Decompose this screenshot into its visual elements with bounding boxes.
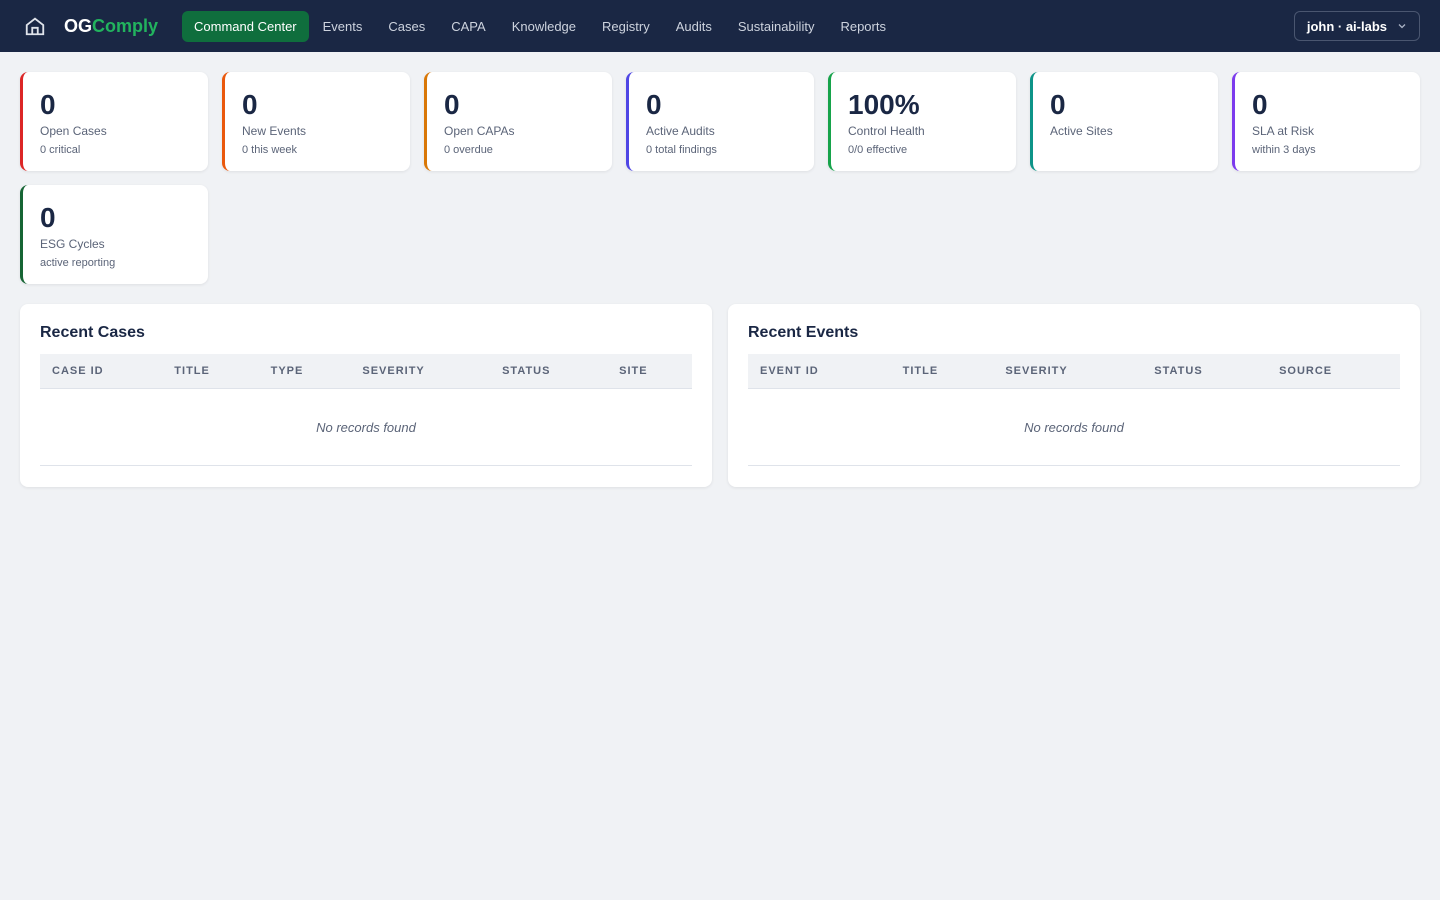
kpi-subtext: 0/0 effective: [848, 144, 908, 156]
kpi-label: Active Sites: [1050, 124, 1113, 138]
empty-message: No records found: [40, 388, 692, 466]
kpi-label: ESG Cycles: [40, 237, 105, 251]
column-header[interactable]: TITLE: [890, 354, 994, 389]
kpi-value: 100%: [848, 89, 920, 120]
kpi-card-esg-cycles[interactable]: 0 ESG Cycles active reporting: [20, 185, 208, 284]
recent-events-panel: Recent Events EVENT ID TITLE SEVERITY STATUS…: [728, 304, 1420, 487]
kpi-cards: 0 Open Cases 0 critical 0 New Events 0 this w…: [0, 52, 1440, 284]
nav-item-cases[interactable]: Cases: [388, 18, 426, 34]
nav-item-audits[interactable]: Audits: [675, 18, 712, 34]
column-header[interactable]: STATUS: [1142, 354, 1268, 389]
user-menu-button[interactable]: john · ai-labs: [1293, 11, 1420, 41]
kpi-card-active-sites[interactable]: 0 Active Sites: [1030, 72, 1218, 171]
kpi-subtext: 0 this week: [242, 144, 298, 156]
column-header[interactable]: SEVERITY: [350, 354, 491, 389]
kpi-subtext: active reporting: [40, 257, 116, 269]
kpi-subtext: within 3 days: [1252, 144, 1316, 156]
recent-cases-panel: Recent Cases CASE ID TITLE TYPE SEVERITY STAT…: [20, 304, 712, 487]
kpi-card-open-cases[interactable]: 0 Open Cases 0 critical: [20, 72, 208, 171]
nav-item-registry[interactable]: Registry: [602, 18, 650, 34]
top-nav: OGComply Command Center Events Cases CAPA Kn…: [0, 0, 1440, 52]
column-header[interactable]: TYPE: [258, 354, 351, 389]
kpi-value: 0: [444, 89, 460, 120]
kpi-card-active-audits[interactable]: 0 Active Audits 0 total findings: [626, 72, 814, 171]
kpi-value: 0: [40, 89, 56, 120]
kpi-label: Open CAPAs: [444, 124, 515, 138]
nav-item-reports[interactable]: Reports: [840, 18, 886, 34]
kpi-value: 0: [646, 89, 662, 120]
column-header[interactable]: SOURCE: [1267, 354, 1400, 389]
kpi-card-open-capas[interactable]: 0 Open CAPAs 0 overdue: [424, 72, 612, 171]
kpi-label: Open Cases: [40, 124, 107, 138]
kpi-value: 0: [40, 202, 56, 233]
kpi-subtext: 0 overdue: [444, 144, 493, 156]
nav-item-capa[interactable]: CAPA: [451, 18, 486, 34]
kpi-label: Control Health: [848, 124, 925, 138]
column-header[interactable]: TITLE: [162, 354, 259, 389]
chevron-down-icon: [1397, 19, 1407, 34]
empty-message: No records found: [748, 388, 1400, 466]
column-header[interactable]: SITE: [607, 354, 692, 389]
kpi-value: 0: [1050, 89, 1066, 120]
kpi-label: SLA at Risk: [1252, 124, 1315, 138]
kpi-card-new-events[interactable]: 0 New Events 0 this week: [222, 72, 410, 171]
panel-title: Recent Events: [748, 324, 859, 341]
home-icon[interactable]: [24, 15, 46, 37]
column-header[interactable]: STATUS: [490, 354, 608, 389]
kpi-value: 0: [1252, 89, 1268, 120]
nav-item-command-center[interactable]: Command Center: [182, 10, 309, 42]
logo-comply: Comply: [92, 15, 159, 36]
column-header[interactable]: EVENT ID: [748, 354, 891, 389]
nav-item-sustainability[interactable]: Sustainability: [737, 18, 815, 34]
kpi-card-control-health[interactable]: 100% Control Health 0/0 effective: [828, 72, 1016, 171]
logo[interactable]: OGComply: [64, 16, 158, 37]
logo-og: OG: [64, 15, 93, 36]
kpi-subtext: 0 critical: [40, 144, 81, 156]
kpi-subtext: 0 total findings: [646, 144, 717, 156]
column-header[interactable]: SEVERITY: [993, 354, 1143, 389]
kpi-value: 0: [242, 89, 258, 120]
nav-item-events[interactable]: Events: [322, 18, 363, 34]
column-header[interactable]: CASE ID: [40, 354, 163, 389]
kpi-label: New Events: [242, 124, 307, 138]
kpi-card-sla-at-risk[interactable]: 0 SLA at Risk within 3 days: [1232, 72, 1420, 171]
kpi-label: Active Audits: [646, 124, 715, 138]
panel-title: Recent Cases: [40, 324, 145, 341]
user-label: john · ai-labs: [1306, 18, 1387, 34]
nav-item-knowledge[interactable]: Knowledge: [511, 18, 577, 34]
